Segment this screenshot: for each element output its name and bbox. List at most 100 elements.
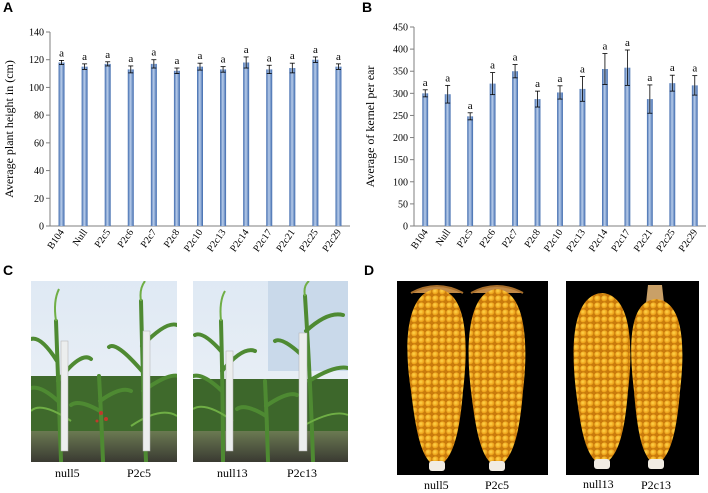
x-tick-label: P2c6 bbox=[478, 227, 498, 250]
bar bbox=[512, 71, 518, 226]
chart-kernel-per-ear: 0 50 100 150 200 250 300 350 400 450 a B104 a Null a P2… bbox=[363, 23, 706, 254]
bar bbox=[602, 69, 608, 226]
y-tick-label: 250 bbox=[393, 111, 408, 122]
significance-label: a bbox=[490, 60, 495, 72]
significance-label: a bbox=[336, 51, 341, 63]
caption-p2c5-c: P2c5 bbox=[127, 466, 151, 480]
y-tick-label: 80 bbox=[34, 111, 44, 122]
bar bbox=[646, 99, 653, 226]
y-tick-label: 450 bbox=[393, 23, 408, 34]
significance-label: a bbox=[580, 64, 585, 76]
bar bbox=[444, 94, 451, 227]
caption-p2c13-d: P2c13 bbox=[641, 478, 671, 492]
bar bbox=[624, 67, 631, 226]
panel-label-b: B bbox=[362, 0, 373, 15]
photo-plants-null13-p2c13 bbox=[193, 281, 348, 462]
significance-label: a bbox=[558, 73, 563, 85]
y-tick-label: 100 bbox=[29, 83, 44, 94]
y-tick-label: 60 bbox=[34, 138, 44, 149]
caption-null5-d: null5 bbox=[424, 478, 449, 492]
y-tick-label: 400 bbox=[393, 45, 408, 56]
y-tick-label: 50 bbox=[398, 199, 408, 210]
significance-label: a bbox=[267, 52, 272, 64]
y-tick-label: 150 bbox=[393, 155, 408, 166]
bar bbox=[127, 69, 134, 227]
bar bbox=[489, 83, 496, 226]
bar bbox=[81, 66, 88, 227]
y-tick-label: 100 bbox=[393, 177, 408, 188]
y-axis-title: Average plant height in (cm) bbox=[2, 60, 16, 198]
corn-plants-image bbox=[31, 281, 177, 462]
x-tick-label: P2c8 bbox=[523, 227, 543, 250]
y-axis-title: Average of kernel per ear bbox=[363, 66, 377, 188]
bar bbox=[691, 85, 698, 226]
y-tick-label: 120 bbox=[29, 55, 44, 66]
significance-label: a bbox=[128, 53, 133, 65]
x-tick-label: P2c21 bbox=[632, 227, 655, 254]
significance-label: a bbox=[625, 37, 630, 49]
x-tick-label: P2c5 bbox=[455, 227, 475, 250]
bar bbox=[534, 99, 541, 226]
y-tick-label: 40 bbox=[34, 166, 44, 177]
bar bbox=[467, 116, 474, 226]
y-tick-label: 0 bbox=[403, 222, 408, 233]
y-tick-label: 350 bbox=[393, 67, 408, 78]
significance-label: a bbox=[105, 49, 110, 61]
corn-ears-image bbox=[573, 285, 683, 469]
significance-label: a bbox=[692, 63, 697, 75]
caption-null13-c: null13 bbox=[217, 466, 248, 480]
bar bbox=[289, 68, 296, 227]
significance-label: a bbox=[513, 52, 518, 64]
y-tick-label: 140 bbox=[29, 28, 44, 39]
x-tick-label: B104 bbox=[409, 227, 430, 251]
significance-label: a bbox=[468, 100, 473, 112]
y-tick-label: 20 bbox=[34, 194, 44, 205]
significance-label: a bbox=[82, 51, 87, 63]
significance-label: a bbox=[244, 44, 249, 56]
significance-label: a bbox=[174, 55, 179, 67]
x-tick-label: P2c10 bbox=[542, 227, 565, 254]
bar bbox=[312, 59, 319, 226]
chart-plant-height: 020406080100120140aB104aNullaP2c5aP2c6aP… bbox=[2, 28, 350, 254]
caption-p2c5-d: P2c5 bbox=[485, 478, 509, 492]
x-tick-label: P2c17 bbox=[609, 227, 632, 254]
significance-label: a bbox=[59, 47, 64, 59]
bar bbox=[266, 69, 273, 227]
significance-label: a bbox=[647, 72, 652, 84]
corn-ears-image bbox=[407, 285, 526, 471]
significance-label: a bbox=[290, 50, 295, 62]
photo-plants-null5-p2c5 bbox=[31, 281, 177, 462]
photo-ears-null13-p2c13 bbox=[566, 281, 699, 475]
y-tick-label: 300 bbox=[393, 89, 408, 100]
bar bbox=[197, 66, 203, 227]
bar bbox=[579, 88, 586, 227]
photo-ears-null5-p2c5 bbox=[397, 281, 548, 475]
panel-label-a: A bbox=[3, 0, 14, 15]
bar bbox=[243, 62, 250, 226]
caption-null13-d: null13 bbox=[583, 477, 614, 491]
x-tick-label: P2c13 bbox=[565, 227, 588, 254]
significance-label: a bbox=[198, 50, 203, 62]
bar bbox=[422, 93, 429, 226]
significance-label: a bbox=[423, 77, 428, 89]
bar bbox=[557, 92, 563, 227]
bar bbox=[669, 83, 676, 226]
bar bbox=[150, 63, 157, 226]
significance-label: a bbox=[602, 41, 607, 53]
significance-label: a bbox=[535, 78, 540, 90]
x-tick-label: P2c7 bbox=[500, 227, 520, 250]
bar bbox=[104, 63, 111, 226]
bar bbox=[220, 69, 227, 227]
bar bbox=[58, 62, 65, 226]
x-tick-label: Null bbox=[434, 227, 453, 248]
x-tick-label: P2c29 bbox=[677, 227, 700, 254]
y-tick-label: 200 bbox=[393, 133, 408, 144]
corn-plants-image bbox=[193, 281, 348, 462]
significance-label: a bbox=[670, 62, 675, 74]
caption-null5-c: null5 bbox=[55, 466, 80, 480]
x-tick-label: P2c25 bbox=[654, 227, 677, 254]
significance-label: a bbox=[313, 44, 318, 56]
significance-label: a bbox=[445, 72, 450, 84]
bar bbox=[335, 66, 342, 227]
y-tick-label: 0 bbox=[39, 222, 44, 233]
